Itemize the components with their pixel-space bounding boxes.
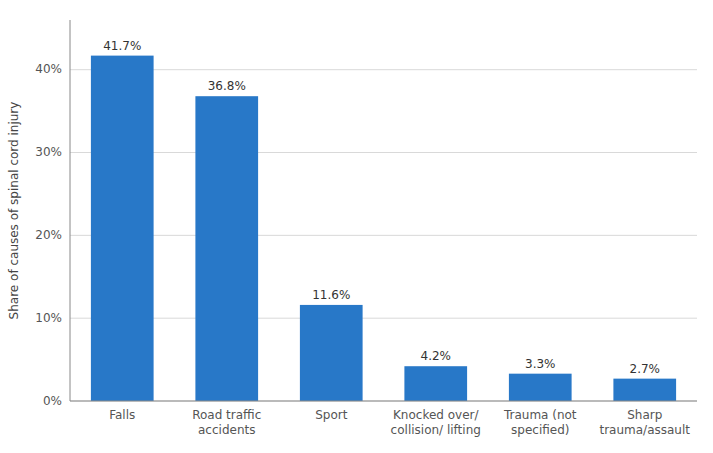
- bar: [509, 374, 572, 401]
- y-axis-label: Share of causes of spinal cord injury: [7, 102, 21, 320]
- data-label: 11.6%: [312, 288, 350, 302]
- bar: [404, 366, 467, 401]
- grid-line: [70, 235, 697, 236]
- data-label: 4.2%: [421, 349, 452, 363]
- y-tick-label: 30%: [35, 145, 62, 159]
- x-tick-label-line: Falls: [109, 408, 135, 422]
- chart: 0% 10% 20% 30% 40% Share of causes of spinal …: [0, 0, 713, 453]
- grid: [70, 70, 697, 401]
- x-tick-label-line: trauma/assault: [599, 423, 690, 437]
- bar: [613, 379, 676, 401]
- x-tick-label-line: Road traffic: [192, 408, 261, 422]
- y-tick-label: 10%: [35, 311, 62, 325]
- bar: [300, 305, 363, 401]
- grid-line: [70, 318, 697, 319]
- y-tick-label: 40%: [35, 62, 62, 76]
- y-tick-label: 0%: [43, 394, 62, 408]
- data-label: 36.8%: [208, 79, 246, 93]
- x-tick-label-line: accidents: [198, 423, 255, 437]
- bar: [91, 56, 154, 401]
- x-axis: Falls Road trafficaccidents Sport Knocked o…: [109, 408, 690, 437]
- x-tick-label-line: collision/ lifting: [391, 423, 481, 437]
- x-tick-label: Road trafficaccidents: [192, 408, 261, 437]
- x-tick-label-line: Sharp: [627, 408, 662, 422]
- page: {"chart_data": {"type": "bar", "ylabel":…: [0, 0, 713, 453]
- x-tick-label: Knocked over/collision/ lifting: [391, 408, 481, 437]
- x-tick-label: Trauma (notspecified): [503, 408, 577, 437]
- y-tick-label: 20%: [35, 228, 62, 242]
- grid-line: [70, 69, 697, 70]
- x-tick-label: Sharptrauma/assault: [599, 408, 690, 437]
- x-tick-label-line: Knocked over/: [393, 408, 480, 422]
- grid-line: [70, 401, 697, 402]
- x-tick-label-line: specified): [511, 423, 569, 437]
- y-axis-line: [70, 20, 71, 401]
- data-labels: 41.7% 36.8% 11.6% 4.2% 3.3% 2.7%: [103, 39, 660, 376]
- x-tick-label-line: Trauma (not: [503, 408, 577, 422]
- data-label: 2.7%: [630, 362, 661, 376]
- y-axis: 0% 10% 20% 30% 40%: [35, 62, 62, 407]
- x-tick-label: Falls: [109, 408, 135, 422]
- bar: [195, 96, 258, 401]
- x-tick-label: Sport: [315, 408, 348, 422]
- data-label: 41.7%: [103, 39, 141, 53]
- grid-line: [70, 152, 697, 153]
- x-tick-label-line: Sport: [315, 408, 348, 422]
- bars: [91, 56, 676, 401]
- x-axis-line: [70, 401, 697, 402]
- data-label: 3.3%: [525, 357, 556, 371]
